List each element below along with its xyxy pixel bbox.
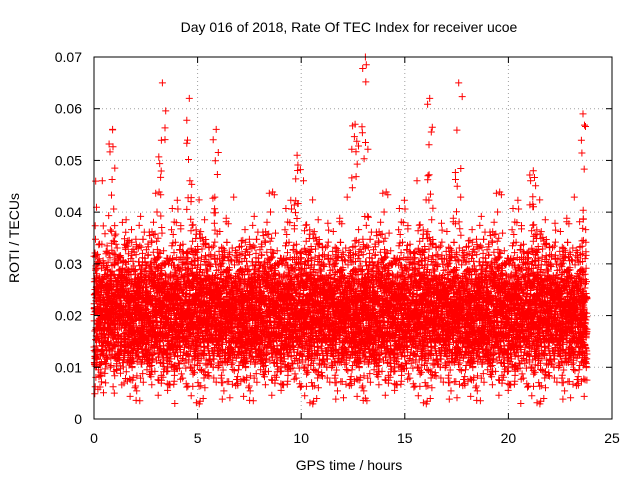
data-points <box>90 53 591 408</box>
x-tick-labels: 0 5 10 15 20 25 <box>90 430 620 446</box>
x-tick-label: 10 <box>293 430 309 446</box>
x-tick-label: 0 <box>90 430 98 446</box>
chart-title: Day 016 of 2018, Rate Of TEC Index for r… <box>181 19 518 35</box>
y-tick-label: 0.03 <box>55 256 82 272</box>
y-tick-label: 0.04 <box>55 204 82 220</box>
x-tick-label: 5 <box>194 430 202 446</box>
y-tick-labels: 0 0.01 0.02 0.03 0.04 0.05 0.06 0.07 <box>55 49 82 427</box>
plot-frame <box>93 56 613 420</box>
y-tick-label: 0 <box>74 411 82 427</box>
axis-ticks <box>93 56 613 420</box>
y-axis-label: ROTI / TECUs <box>6 193 22 283</box>
y-tick-label: 0.05 <box>55 152 82 168</box>
y-tick-label: 0.02 <box>55 308 82 324</box>
x-tick-label: 15 <box>397 430 413 446</box>
x-tick-label: 25 <box>604 430 620 446</box>
roti-point-markers <box>90 53 591 408</box>
y-tick-label: 0.07 <box>55 49 82 65</box>
x-tick-label: 20 <box>501 430 517 446</box>
x-axis-label: GPS time / hours <box>296 457 403 473</box>
y-tick-label: 0.06 <box>55 101 82 117</box>
y-tick-label: 0.01 <box>55 359 82 375</box>
